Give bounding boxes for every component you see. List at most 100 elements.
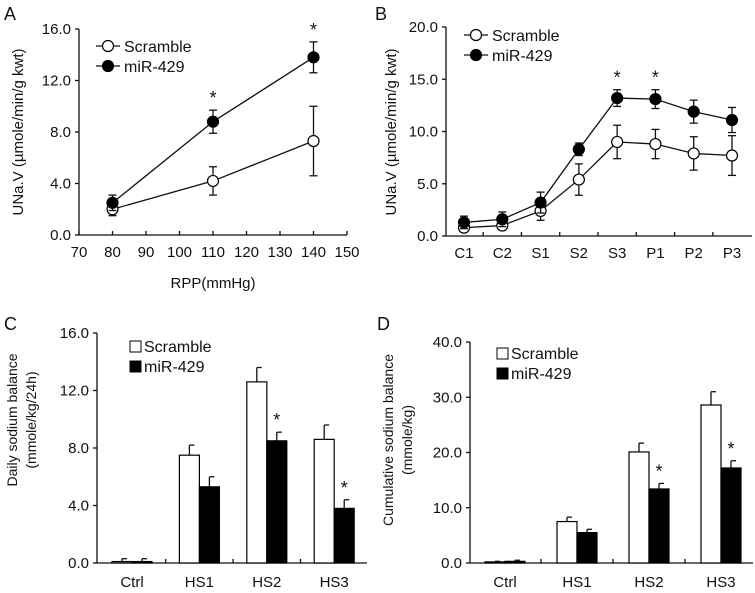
panel-label: D — [377, 314, 390, 334]
bar-Scramble-HS1 — [178, 454, 200, 564]
x-tick-label: HS2 — [252, 574, 281, 591]
bar-Scramble-HS3 — [313, 438, 335, 564]
data-point — [725, 113, 739, 127]
bar-miR-429-HS2 — [648, 488, 670, 564]
data-point — [496, 213, 509, 226]
x-tick-label: P2 — [685, 245, 703, 262]
data-point — [649, 137, 662, 151]
x-tick-label: S1 — [531, 245, 549, 262]
data-point — [611, 91, 624, 105]
legend-marker — [101, 59, 115, 73]
series-miR-429 — [457, 89, 739, 230]
x-tick-label: 90 — [138, 244, 155, 261]
bar-miR-429-HS2 — [266, 440, 288, 564]
bar-Scramble-HS3 — [700, 404, 722, 564]
y-tick-label: 4.0 — [68, 498, 89, 515]
legend-label: miR-429 — [492, 48, 553, 65]
legend-marker — [101, 39, 115, 53]
legend-marker — [469, 48, 483, 62]
data-point — [307, 51, 320, 64]
data-point — [649, 93, 662, 106]
legend-label: Scramble — [144, 339, 212, 356]
bar-Scramble-Ctrl — [484, 561, 506, 564]
y-axis-label: UNa.V (µmole/min/g kwt) — [383, 48, 400, 215]
bar-miR-429-HS3 — [720, 467, 742, 564]
y-axis-label: Cumulative sodium balance — [380, 354, 396, 526]
x-tick-label: HS3 — [320, 574, 349, 591]
x-tick-label: P3 — [723, 245, 741, 262]
y-tick-label: 0.0 — [417, 228, 438, 245]
x-tick-label: 120 — [234, 244, 259, 261]
data-point — [687, 105, 700, 118]
y-tick-label: 20.0 — [409, 19, 438, 36]
panel-label: C — [4, 314, 17, 334]
x-tick-label: C1 — [454, 245, 473, 262]
data-point — [534, 196, 547, 209]
y-axis-label: (mmole/kg/24h) — [23, 371, 39, 468]
data-point — [206, 174, 220, 188]
bar-miR-429-Ctrl — [504, 560, 526, 564]
x-tick-label: HS1 — [562, 574, 591, 591]
y-tick-label: 0.0 — [50, 227, 71, 244]
x-tick-label: 80 — [104, 244, 121, 261]
legend-marker — [469, 28, 483, 42]
series-miR-429 — [106, 41, 320, 212]
x-tick-label: HS1 — [185, 574, 214, 591]
significance-marker: * — [310, 20, 317, 40]
significance-marker: * — [727, 439, 734, 459]
y-tick-label: 8.0 — [50, 124, 71, 141]
x-tick-label: 70 — [71, 244, 88, 261]
y-axis-label: (mmole/kg) — [399, 405, 415, 475]
bar-Scramble-HS2 — [628, 451, 650, 564]
y-tick-label: 15.0 — [409, 71, 438, 88]
y-tick-label: 8.0 — [68, 440, 89, 457]
y-tick-label: 10.0 — [409, 124, 438, 141]
data-point — [206, 115, 220, 128]
significance-marker: * — [614, 68, 621, 88]
bar-Scramble-HS1 — [556, 520, 578, 564]
data-point — [457, 216, 471, 229]
y-tick-label: 5.0 — [417, 176, 438, 193]
data-point — [611, 135, 624, 149]
y-tick-label: 0.0 — [441, 555, 462, 572]
y-tick-label: 30.0 — [433, 389, 462, 406]
x-axis-label: RPP(mmHg) — [171, 275, 256, 292]
legend-label: Scramble — [492, 28, 560, 45]
y-tick-label: 40.0 — [433, 334, 462, 351]
significance-marker: * — [209, 88, 216, 108]
bar-miR-429-HS3 — [333, 507, 355, 564]
legend-swatch — [496, 367, 509, 380]
y-tick-label: 10.0 — [433, 500, 462, 517]
data-point — [725, 149, 739, 162]
x-tick-label: 100 — [167, 244, 192, 261]
y-tick-label: 16.0 — [60, 325, 89, 342]
legend-label: Scramble — [124, 39, 192, 56]
x-tick-label: P1 — [646, 245, 664, 262]
y-axis-label: UNa.V (µmole/min/g kwt) — [10, 48, 27, 215]
legend-swatch — [129, 360, 142, 373]
y-tick-label: 16.0 — [42, 21, 71, 38]
panel-C: C 0.0 4.0 8.0 12.0 16.0 Daily sodium balance (m… — [4, 314, 367, 591]
legend-label: miR-429 — [124, 59, 185, 76]
y-tick-label: 4.0 — [50, 176, 71, 193]
x-tick-label: S2 — [570, 245, 588, 262]
x-tick-label: C2 — [493, 245, 512, 262]
panel-label: B — [375, 4, 387, 24]
x-tick-label: 150 — [334, 244, 359, 261]
bar-Scramble-HS2 — [246, 381, 268, 564]
x-tick-label: Ctrl — [120, 574, 143, 591]
bar-miR-429-HS1 — [198, 486, 220, 564]
series-line — [463, 97, 733, 224]
x-tick-label: S3 — [608, 245, 626, 262]
x-tick-label: 110 — [201, 244, 225, 261]
significance-marker: * — [655, 461, 662, 481]
panel-A: A 0.0 4.0 8.0 12.0 16.0 UNa.V (µmole/min/g kwt… — [4, 4, 360, 292]
bar-miR-429-HS1 — [576, 532, 598, 564]
x-tick-label: HS2 — [634, 574, 663, 591]
panel-label: A — [4, 4, 16, 24]
data-point — [307, 134, 320, 148]
x-tick-label: HS3 — [706, 574, 735, 591]
legend-label: Scramble — [511, 346, 579, 363]
data-point — [687, 147, 700, 160]
